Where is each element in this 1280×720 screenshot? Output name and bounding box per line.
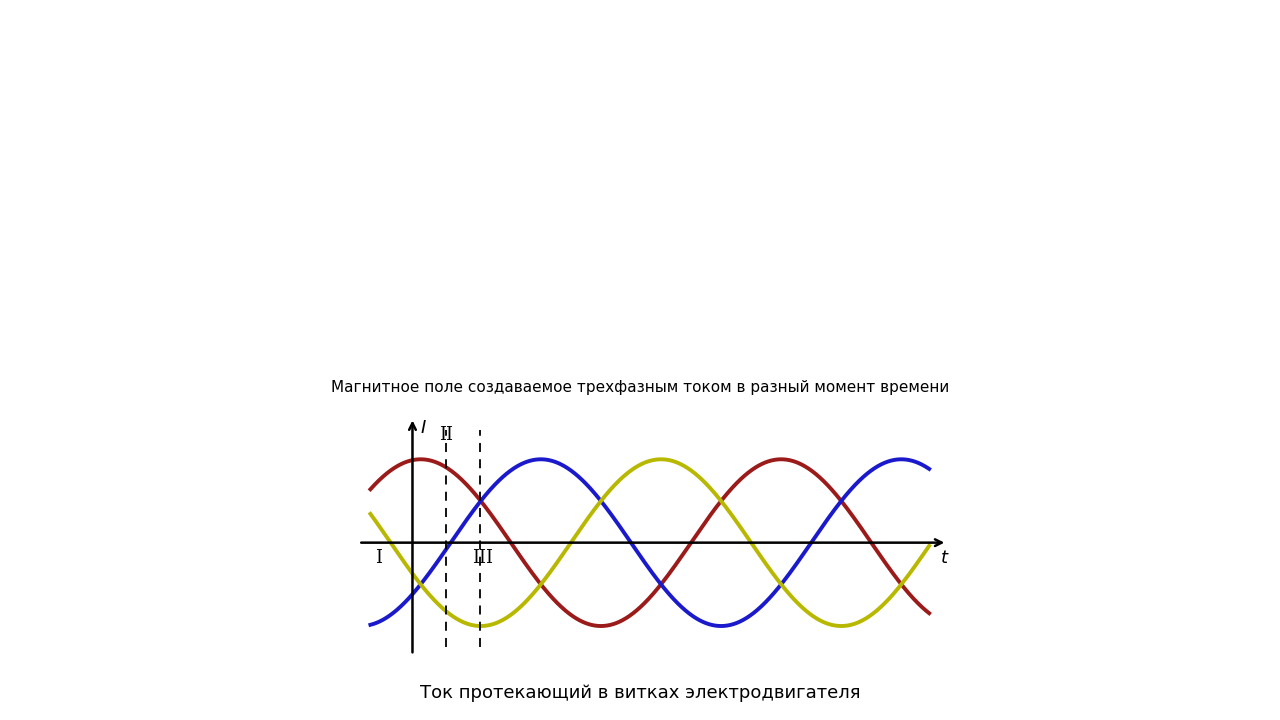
Text: t: t: [941, 549, 948, 567]
Text: III: III: [471, 549, 493, 567]
Text: I: I: [421, 419, 426, 437]
Text: II: II: [439, 426, 453, 444]
Text: I: I: [375, 549, 383, 567]
Text: Магнитное поле создаваемое трехфазным током в разный момент времени: Магнитное поле создаваемое трехфазным то…: [330, 380, 950, 395]
Text: Ток протекающий в витках электродвигателя: Ток протекающий в витках электродвигател…: [420, 684, 860, 702]
